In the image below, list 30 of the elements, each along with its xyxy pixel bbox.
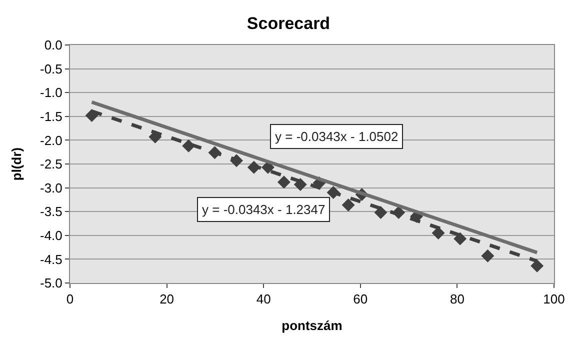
y-tick-label: 0.0 [44,38,62,53]
y-tick-label: -1.5 [40,108,62,124]
y-tick-label: -1.0 [40,85,62,100]
y-tick-label: -2.0 [40,132,62,148]
annotation: y = -0.0343x - 1.0502 [275,129,398,144]
y-tick-label: -5.0 [40,276,62,291]
x-tick-label: 60 [353,292,368,307]
point [342,198,355,212]
y-tick-label: -3.5 [40,204,62,220]
point [454,232,467,246]
x-tick-label: 100 [543,292,565,307]
y-tick-label: -4.5 [40,252,62,267]
annotation: y = -0.0343x - 1.2347 [202,202,326,217]
point [277,176,290,189]
x-tick-label: 0 [66,292,74,307]
x-tick-label: 80 [450,292,464,307]
point [374,206,388,220]
x-axis-title: pontszám [282,318,342,334]
x-tick-label: 40 [256,292,271,307]
y-tick-label: -3.0 [40,180,62,196]
point [481,249,494,262]
y-axis-title: pl(dr) [8,147,24,181]
y-tick-label: -2.5 [40,156,62,172]
point [530,259,544,272]
point [261,160,274,174]
y-tick-label: -0.5 [40,61,62,76]
y-tick-label: -4.0 [40,228,62,243]
x-tick-label: 20 [160,292,174,307]
point [432,226,445,240]
chart-title: Scorecard [246,14,330,34]
